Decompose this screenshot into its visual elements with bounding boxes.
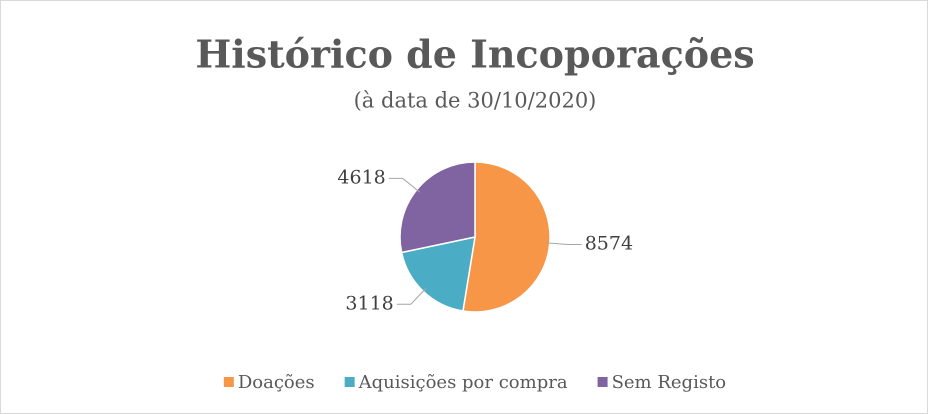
legend-swatch (223, 377, 234, 387)
data-label: 4618 (337, 166, 385, 188)
data-label: 3118 (345, 292, 393, 314)
leader-line (388, 177, 421, 193)
leader-line (545, 242, 582, 245)
data-label: 8574 (585, 232, 633, 254)
legend-label: Sem Registo (612, 372, 727, 393)
legend-label: Aquisições por compra (358, 372, 568, 393)
legend-swatch (344, 377, 355, 387)
legend-swatch (597, 377, 608, 387)
chart-title: Histórico de Incoporações (195, 32, 754, 77)
leader-line (396, 288, 427, 305)
chart-subtitle: (à data de 30/10/2020) (354, 89, 597, 113)
legend-label: Doações (238, 372, 315, 393)
